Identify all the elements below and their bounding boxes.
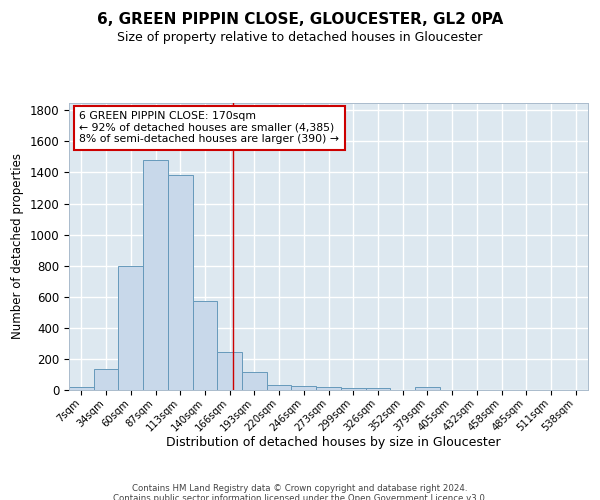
Bar: [267, 384, 292, 390]
Bar: [143, 160, 168, 390]
Bar: [118, 266, 143, 390]
Bar: [292, 386, 316, 390]
Bar: [365, 388, 390, 390]
Bar: [94, 369, 118, 390]
Text: 6 GREEN PIPPIN CLOSE: 170sqm
← 92% of detached houses are smaller (4,385)
8% of : 6 GREEN PIPPIN CLOSE: 170sqm ← 92% of de…: [79, 111, 340, 144]
Text: Size of property relative to detached houses in Gloucester: Size of property relative to detached ho…: [118, 32, 482, 44]
Bar: [242, 372, 267, 390]
Y-axis label: Number of detached properties: Number of detached properties: [11, 153, 24, 340]
Bar: [415, 387, 440, 390]
Bar: [69, 387, 94, 390]
Bar: [193, 300, 217, 390]
Bar: [168, 175, 193, 390]
Bar: [341, 388, 365, 390]
Text: Contains HM Land Registry data © Crown copyright and database right 2024.
Contai: Contains HM Land Registry data © Crown c…: [113, 484, 487, 500]
Bar: [316, 387, 341, 390]
Text: 6, GREEN PIPPIN CLOSE, GLOUCESTER, GL2 0PA: 6, GREEN PIPPIN CLOSE, GLOUCESTER, GL2 0…: [97, 12, 503, 28]
Bar: [217, 352, 242, 390]
Text: Distribution of detached houses by size in Gloucester: Distribution of detached houses by size …: [166, 436, 500, 449]
